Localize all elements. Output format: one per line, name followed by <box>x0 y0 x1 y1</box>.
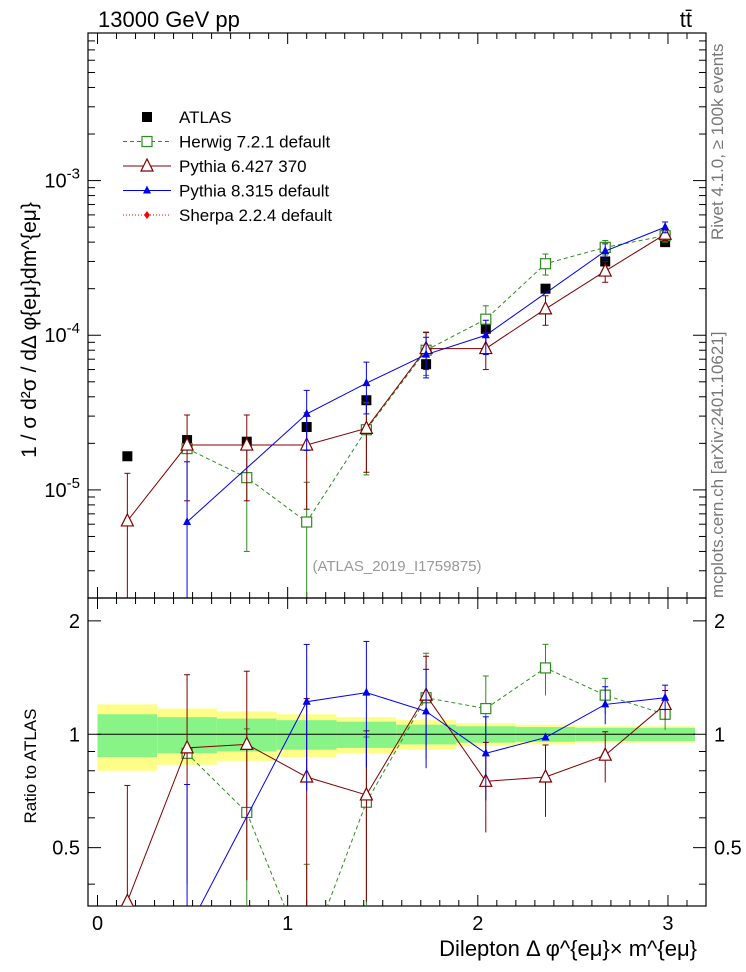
ratio-marker <box>661 692 670 701</box>
tick-exp: -3 <box>67 166 80 183</box>
data-point <box>601 246 610 255</box>
ratio-tick-label-right: 1 <box>714 724 725 746</box>
mcplots-label: mcplots.cern.ch [arXiv:2401.10621] <box>708 332 727 598</box>
legend-label: Herwig 7.2.1 default <box>179 133 330 152</box>
legend-entry: ATLAS <box>142 108 232 127</box>
legend-label: Pythia 6.427 370 <box>179 157 307 176</box>
ratio-marker <box>302 696 311 705</box>
tick-base: 10 <box>44 325 66 347</box>
legend-entry: Herwig 7.2.1 default <box>123 133 330 152</box>
band-inner <box>97 714 158 758</box>
ratio-tick-label: 1 <box>69 724 80 746</box>
ratio-marker <box>601 699 610 708</box>
legend-marker <box>142 112 152 122</box>
legend-label: Sherpa 2.2.4 default <box>179 206 332 225</box>
ratio-marker <box>359 786 374 801</box>
data-point <box>598 262 613 277</box>
ratio-marker <box>480 702 492 715</box>
data-point <box>180 436 195 451</box>
ratio-marker <box>362 687 371 696</box>
ratio-tick-label-right: 2 <box>714 611 725 633</box>
upper-panel: 10-510-410-3 <box>44 32 707 599</box>
legend-entry: Pythia 8.315 default <box>123 182 330 201</box>
tick-exp: -5 <box>67 475 80 492</box>
data-point <box>539 258 552 270</box>
x-axis-title: Dilepton Δ φ^{eμ}× m^{eμ} <box>439 936 697 961</box>
legend-entry: Sherpa 2.2.4 default <box>123 206 332 225</box>
ratio-marker <box>541 732 550 741</box>
ratio-marker <box>538 768 553 783</box>
ratio-axis-title: Ratio to ATLAS <box>21 709 40 824</box>
legend-entry: Pythia 6.427 370 <box>123 157 307 176</box>
ratio-marker <box>539 662 552 674</box>
legend-marker <box>141 135 153 148</box>
tick-base: 10 <box>44 480 66 502</box>
data-point <box>540 283 551 294</box>
ratio-line <box>199 692 666 906</box>
data-point <box>122 451 133 462</box>
ratio-marker <box>481 748 490 757</box>
series-line <box>126 233 666 522</box>
upper-series <box>120 221 673 598</box>
legend: ATLAS Herwig 7.2.1 default Pythia 6.427 37… <box>123 108 332 225</box>
x-tick-label: 0 <box>92 913 103 935</box>
y-tick-label: 10-4 <box>44 320 80 347</box>
ratio-marker <box>120 893 134 906</box>
data-point <box>661 222 670 231</box>
series-atlas <box>122 237 671 462</box>
x-tick-label: 3 <box>662 913 673 935</box>
analysis-tag: (ATLAS_2019_I1759875) <box>312 558 481 575</box>
y-tick-label: 10-3 <box>44 166 80 193</box>
energy-label: 13000 GeV pp <box>98 7 240 32</box>
ratio-marker <box>422 706 431 715</box>
series-pythia <box>120 225 673 598</box>
ratio-series-pythia <box>183 640 670 934</box>
data-point <box>359 420 374 434</box>
legend-marker <box>143 185 151 194</box>
ratio-line <box>126 694 666 902</box>
legend-marker <box>140 157 154 172</box>
ratio-marker <box>180 739 195 754</box>
x-tick-label: 1 <box>282 913 293 935</box>
ratio-marker <box>302 956 312 966</box>
data-point <box>481 330 490 339</box>
data-point <box>183 517 192 526</box>
legend-label: Pythia 8.315 default <box>179 182 330 201</box>
data-point <box>120 512 135 527</box>
series-pythia <box>183 221 670 598</box>
data-point <box>362 378 371 387</box>
x-tick-label: 2 <box>472 913 483 935</box>
data-point <box>302 408 311 417</box>
rivet-label: Rivet 4.1.0, ≥ 100k events <box>708 44 727 240</box>
ratio-marker <box>183 926 191 934</box>
process-label: tt̄ <box>680 7 692 32</box>
legend-label: ATLAS <box>179 108 232 127</box>
ratio-panel: 0 1 2 3 0.5 0.5 1 1 2 2 <box>52 597 742 966</box>
data-point <box>239 436 254 451</box>
y-axis-title: 1 / σ d²σ / dΔ φ{eμ}dm^{eμ} <box>18 202 41 458</box>
data-point <box>301 516 313 528</box>
ratio-tick-label-right: 0.5 <box>714 838 742 860</box>
ratio-tick-label: 2 <box>69 611 80 633</box>
data-point <box>422 349 431 358</box>
ratio-marker <box>239 736 254 750</box>
tick-base: 10 <box>44 171 66 193</box>
data-point <box>538 300 553 315</box>
ratio-marker <box>598 746 613 761</box>
tick-exp: -4 <box>67 320 80 337</box>
y-tick-label: 10-5 <box>44 475 80 502</box>
lower-frame <box>87 597 707 907</box>
ratio-series <box>120 640 673 966</box>
legend-marker <box>144 211 150 219</box>
ratio-tick-label: 0.5 <box>52 838 80 860</box>
